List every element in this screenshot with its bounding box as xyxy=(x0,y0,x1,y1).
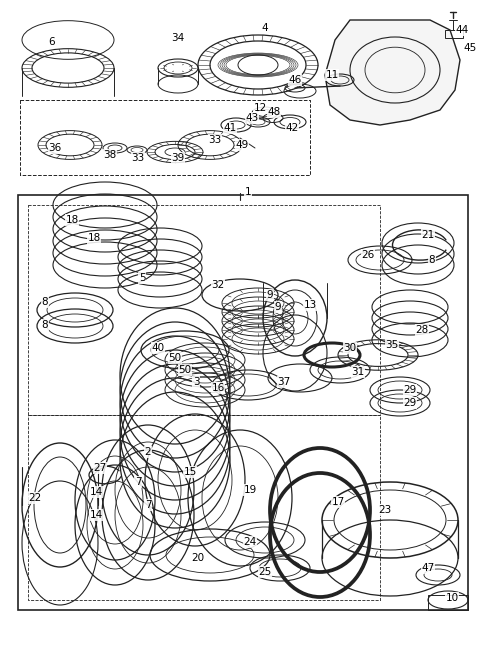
Text: 44: 44 xyxy=(456,25,468,35)
Text: 7: 7 xyxy=(135,477,141,487)
Text: 17: 17 xyxy=(331,497,345,507)
Text: 9: 9 xyxy=(267,290,273,300)
Text: 15: 15 xyxy=(183,467,197,477)
Text: 5: 5 xyxy=(139,273,145,283)
Text: 24: 24 xyxy=(243,537,257,547)
Text: 47: 47 xyxy=(421,563,434,573)
Text: 6: 6 xyxy=(48,37,55,47)
Text: 27: 27 xyxy=(94,463,107,473)
Text: 9: 9 xyxy=(275,302,281,312)
Text: 40: 40 xyxy=(151,343,165,353)
Text: 11: 11 xyxy=(325,70,338,80)
Text: 21: 21 xyxy=(421,230,434,240)
Text: 37: 37 xyxy=(277,377,290,387)
Text: 33: 33 xyxy=(208,135,222,145)
Text: 32: 32 xyxy=(211,280,225,290)
Text: 12: 12 xyxy=(253,103,266,113)
Text: 34: 34 xyxy=(171,33,185,43)
Text: 4: 4 xyxy=(262,23,268,33)
Text: 20: 20 xyxy=(192,553,204,563)
Text: 8: 8 xyxy=(42,297,48,307)
Text: 29: 29 xyxy=(403,398,417,408)
Text: 29: 29 xyxy=(403,385,417,395)
Text: 3: 3 xyxy=(192,377,199,387)
Text: 49: 49 xyxy=(235,140,249,150)
Text: 26: 26 xyxy=(361,250,374,260)
Text: 22: 22 xyxy=(28,493,42,503)
Text: 14: 14 xyxy=(89,487,103,497)
Text: 38: 38 xyxy=(103,150,117,160)
Text: 16: 16 xyxy=(211,383,225,393)
Text: 48: 48 xyxy=(267,107,281,117)
Text: 39: 39 xyxy=(171,153,185,163)
Text: 42: 42 xyxy=(286,123,299,133)
Text: 18: 18 xyxy=(87,233,101,243)
Text: 19: 19 xyxy=(243,485,257,495)
Text: 46: 46 xyxy=(288,75,301,85)
Text: 10: 10 xyxy=(445,593,458,603)
Bar xyxy=(18,195,468,610)
Text: 30: 30 xyxy=(343,343,357,353)
Text: 50: 50 xyxy=(179,365,192,375)
Text: 41: 41 xyxy=(223,123,237,133)
Polygon shape xyxy=(325,20,460,125)
Bar xyxy=(445,30,463,38)
Text: 13: 13 xyxy=(303,300,317,310)
Text: 7: 7 xyxy=(144,500,151,510)
Text: 14: 14 xyxy=(89,510,103,520)
Text: 8: 8 xyxy=(429,255,435,265)
Text: 8: 8 xyxy=(42,320,48,330)
Text: 33: 33 xyxy=(132,153,144,163)
Text: 43: 43 xyxy=(245,113,259,123)
Text: 2: 2 xyxy=(144,447,151,457)
Text: 25: 25 xyxy=(258,567,272,577)
Text: 36: 36 xyxy=(48,143,61,153)
Text: 23: 23 xyxy=(378,505,392,515)
Text: 45: 45 xyxy=(463,43,477,53)
Text: 18: 18 xyxy=(65,215,79,225)
Text: 1: 1 xyxy=(245,187,252,197)
Text: 50: 50 xyxy=(168,353,181,363)
Text: 35: 35 xyxy=(385,340,398,350)
Text: 31: 31 xyxy=(351,367,365,377)
Text: 28: 28 xyxy=(415,325,429,335)
